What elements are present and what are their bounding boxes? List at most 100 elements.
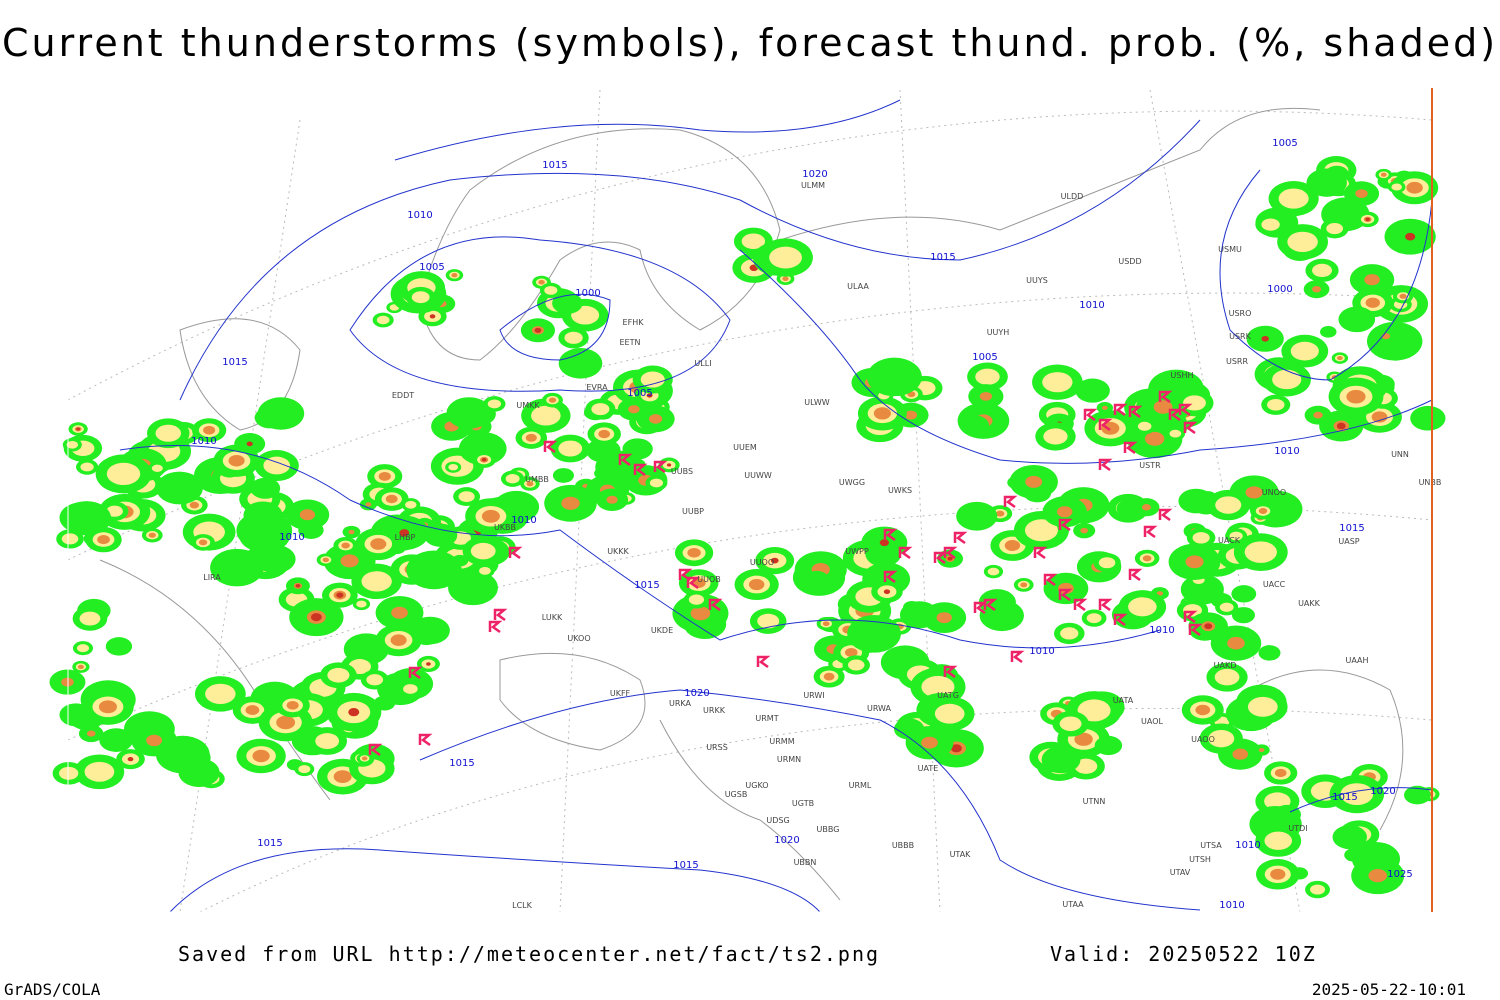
storm-symbol — [756, 655, 771, 669]
prob-area — [873, 407, 891, 420]
isobar-label: 1015 — [634, 580, 659, 591]
prob-area — [210, 548, 264, 587]
prob-area — [376, 315, 390, 325]
station-label: UUBP — [682, 507, 704, 516]
prob-area — [1004, 539, 1021, 551]
station-label: UGTB — [792, 799, 814, 808]
station-label: LHBP — [395, 533, 416, 542]
prob-area — [950, 744, 962, 753]
prob-area — [448, 463, 459, 471]
station-label: UNBB — [1419, 478, 1442, 487]
station-label: USTR — [1139, 461, 1161, 470]
station-label: UTSH — [1189, 855, 1211, 864]
prob-area — [348, 529, 355, 535]
prob-area — [844, 647, 858, 657]
isobar-label: 1025 — [1387, 869, 1412, 880]
prob-area — [481, 509, 500, 523]
station-label: UWPP — [845, 547, 869, 556]
prob-area — [687, 548, 701, 558]
isobar-label: 1015 — [1332, 792, 1357, 803]
prob-area — [361, 756, 368, 761]
station-label: UTNN — [1083, 797, 1106, 806]
prob-area — [333, 770, 352, 784]
storm-symbol — [1033, 546, 1048, 560]
prob-area — [646, 393, 653, 398]
prob-area — [1195, 704, 1211, 716]
prob-area — [936, 612, 952, 624]
storm-symbol — [1043, 573, 1058, 587]
storm-symbol — [898, 546, 913, 560]
storm-symbol — [943, 665, 958, 679]
storm-symbol — [1158, 390, 1173, 404]
prob-area — [286, 701, 299, 710]
prob-area — [534, 327, 542, 333]
prob-area — [146, 734, 163, 747]
storm-symbol — [1113, 613, 1128, 627]
prob-area — [1270, 868, 1286, 880]
prob-area — [531, 405, 561, 426]
graticule-line — [67, 292, 1433, 561]
storm-symbol — [883, 570, 898, 584]
prob-area — [1405, 232, 1416, 241]
station-label: UKFF — [610, 689, 631, 698]
prob-area — [741, 233, 766, 250]
prob-area — [921, 675, 955, 698]
prob-area — [956, 501, 998, 531]
isobar-label: 1020 — [802, 169, 827, 180]
prob-area — [1337, 356, 1343, 361]
storm-symbol — [508, 546, 523, 560]
station-label: UUYS — [1026, 276, 1048, 285]
station-label: UUBS — [671, 467, 693, 476]
prob-area — [947, 556, 953, 561]
prob-area — [1215, 496, 1242, 514]
storm-symbol — [1128, 405, 1143, 419]
prob-area — [934, 703, 965, 724]
prob-area — [1227, 636, 1245, 650]
storm-symbol — [1098, 598, 1113, 612]
prob-area — [1231, 607, 1255, 624]
isobar-label: 1005 — [972, 352, 997, 363]
station-label: URWI — [803, 691, 824, 700]
prob-area — [1261, 335, 1269, 342]
isobar-label: 1015 — [930, 252, 955, 263]
prob-area — [1101, 421, 1120, 435]
prob-area — [426, 662, 431, 666]
station-label: URMM — [769, 737, 794, 746]
prob-area — [98, 700, 117, 714]
prob-area — [1410, 405, 1446, 431]
prob-area — [1075, 378, 1110, 403]
station-label: UTDI — [1288, 824, 1307, 833]
prob-area — [1290, 341, 1319, 361]
station-label: UGKO — [745, 781, 768, 790]
station-label: USMU — [1218, 245, 1242, 254]
coastlines — [99, 107, 1404, 901]
prob-area — [1364, 274, 1380, 286]
isobar-label: 1010 — [1079, 300, 1104, 311]
prob-area — [505, 474, 520, 484]
prob-area — [198, 539, 208, 546]
prob-area — [411, 291, 430, 304]
station-label: UAKD — [1214, 661, 1237, 670]
prob-area — [105, 637, 133, 656]
prob-area — [525, 433, 537, 442]
prob-area — [1137, 421, 1152, 431]
station-label: URWA — [867, 704, 892, 713]
prob-area — [598, 429, 611, 439]
prob-area — [348, 708, 360, 717]
prob-area — [1320, 326, 1337, 338]
probability-shading — [49, 156, 1446, 899]
prob-area — [770, 557, 779, 564]
prob-area — [1128, 597, 1157, 617]
station-label: EVRA — [586, 383, 608, 392]
prob-area — [470, 542, 496, 560]
prob-area — [336, 592, 344, 598]
prob-area — [276, 715, 296, 730]
prob-area — [1141, 503, 1152, 511]
station-label: UUYH — [987, 328, 1010, 337]
prob-area — [1077, 699, 1111, 722]
storm-symbol — [953, 531, 968, 545]
isobars — [119, 99, 1433, 913]
isobar-label: 1010 — [191, 436, 216, 447]
software-text: GrADS/COLA — [4, 980, 101, 999]
prob-area — [987, 567, 1000, 576]
